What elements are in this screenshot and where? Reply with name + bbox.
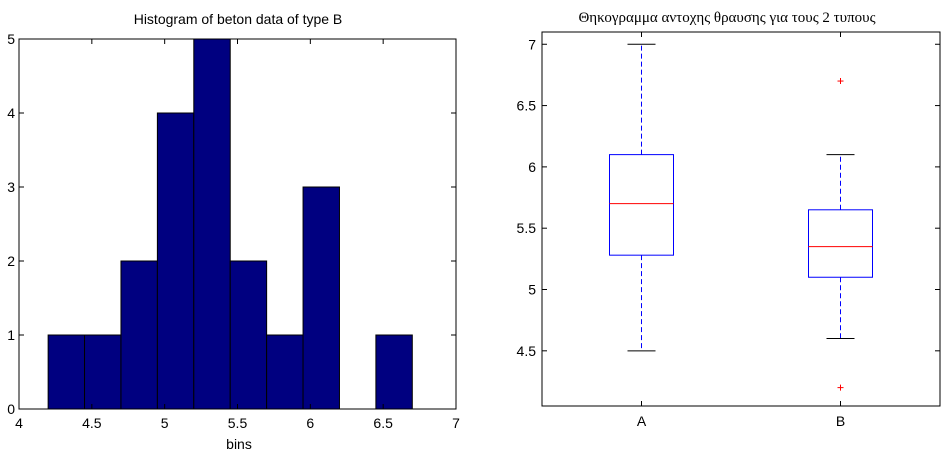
histogram-bar (84, 334, 122, 410)
y-tick-label: 5 (7, 31, 15, 47)
x-tick-label: 6 (306, 415, 314, 431)
outlier-marker (837, 78, 844, 85)
y-tick-label: 3 (7, 179, 15, 195)
box-B (808, 78, 873, 391)
histogram-bar (193, 38, 231, 410)
x-tick-label: 4.5 (82, 415, 102, 431)
boxplot-plot-frame (541, 31, 941, 407)
histogram-bars (47, 38, 413, 410)
histogram-bar (156, 112, 195, 410)
y-tick-label: 4 (7, 105, 15, 121)
y-tick-label: 5.5 (517, 220, 537, 236)
histogram-axis-ticks: 4 4.5 5 5.5 6 6.5 7 0 1 2 3 4 5 (7, 31, 460, 431)
box-A (609, 43, 674, 352)
boxplot-marks (609, 43, 873, 391)
iqr-box (609, 154, 674, 256)
x-tick-label: A (637, 413, 647, 429)
y-tick-label: 6 (528, 159, 536, 175)
histogram-bar (47, 334, 86, 410)
histogram-x-axis-label: bins (226, 436, 252, 452)
histogram-bar (229, 260, 268, 410)
y-tick-label: 2 (7, 253, 15, 269)
x-tick-label: 4 (15, 415, 23, 431)
x-tick-label: 5.5 (228, 415, 248, 431)
histogram-bar (266, 334, 304, 410)
boxplot-axis-ticks: 4.5 5 5.5 6 6.5 7 A B (517, 32, 940, 429)
histogram-bar (375, 334, 413, 410)
histogram-title: Histogram of beton data of type B (134, 11, 343, 27)
histogram-chart: Histogram of beton data of type B 4 4.5 5 5… (7, 11, 460, 452)
x-tick-label: 6.5 (373, 415, 393, 431)
x-tick-label: 5 (161, 415, 169, 431)
boxplot-title: Θηκογραμμα αντοχης θραυσης για τους 2 τυ… (578, 10, 875, 26)
x-tick-label: 7 (452, 415, 460, 431)
histogram-bar (120, 260, 158, 410)
y-tick-label: 6.5 (517, 98, 537, 114)
outlier-marker (837, 384, 844, 391)
y-tick-label: 0 (7, 401, 15, 417)
y-tick-label: 4.5 (517, 343, 537, 359)
y-tick-label: 5 (528, 282, 536, 298)
histogram-bar (302, 186, 340, 410)
y-tick-label: 1 (7, 327, 15, 343)
y-tick-label: 7 (528, 36, 536, 52)
iqr-box (808, 209, 873, 278)
boxplot-chart: Θηκογραμμα αντοχης θραυσης για τους 2 τυ… (517, 10, 941, 429)
x-tick-label: B (836, 413, 845, 429)
